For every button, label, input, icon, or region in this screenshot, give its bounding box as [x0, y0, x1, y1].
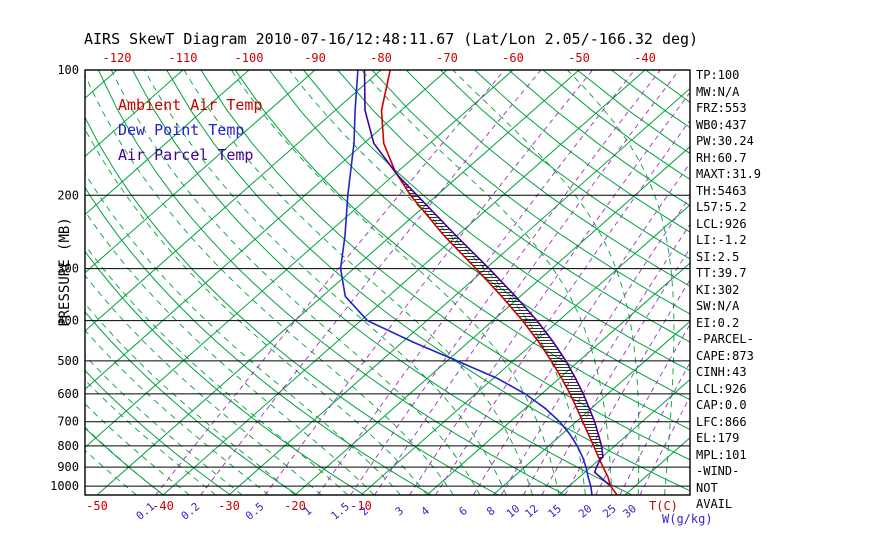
stat-line: CAP:0.0: [696, 398, 747, 412]
svg-text:10: 10: [504, 502, 523, 520]
svg-text:-50: -50: [86, 499, 108, 513]
stat-line: CINH:43: [696, 365, 747, 379]
svg-text:-100: -100: [235, 51, 264, 65]
svg-text:W(g/kg): W(g/kg): [662, 512, 713, 526]
svg-text:30: 30: [620, 502, 639, 520]
pressure-axis-ticks: 100 200 300 400 500 600 700 800 900 1000: [50, 63, 79, 493]
svg-text:900: 900: [57, 460, 79, 474]
svg-text:-30: -30: [218, 499, 240, 513]
stat-line: PW:30.24: [696, 134, 754, 148]
stat-line: FRZ:553: [696, 101, 747, 115]
svg-text:-40: -40: [152, 499, 174, 513]
svg-text:1: 1: [301, 504, 314, 518]
pressure-axis-label: PRESSURE (MB): [57, 217, 73, 327]
stat-line: TP:100: [696, 68, 740, 82]
stat-line: LI:-1.2: [696, 233, 747, 247]
stat-line: CAPE:873: [696, 348, 754, 363]
svg-text:15: 15: [546, 502, 565, 520]
svg-text:600: 600: [57, 387, 79, 401]
stat-line: KI:302: [696, 282, 740, 297]
svg-text:700: 700: [57, 415, 79, 429]
stat-line: EL:179: [696, 431, 740, 445]
bottom-axis-labels: -50 -40 -30 -20 -10 T(C): [86, 499, 678, 513]
dry-adiabats: [85, 70, 690, 495]
parcel-curve: [363, 70, 612, 487]
stat-line: LCL:926: [696, 216, 747, 231]
svg-text:200: 200: [57, 188, 79, 202]
stat-line: RH:60.7: [696, 150, 747, 165]
moist-adiabats: [85, 70, 675, 495]
stat-line: MPL:101: [696, 447, 747, 462]
stat-line: MAXT:31.9: [696, 167, 762, 181]
chart-border: [84, 69, 691, 496]
chart-title: AIRS SkewT Diagram 2010-07-16/12:48:11.6…: [84, 30, 699, 48]
svg-text:-20: -20: [284, 499, 306, 513]
stat-line: NOT: [696, 480, 718, 495]
svg-text:12: 12: [522, 502, 541, 520]
svg-text:20: 20: [576, 502, 595, 520]
svg-text:100: 100: [57, 63, 79, 77]
svg-text:-70: -70: [436, 51, 458, 65]
stat-line: SI:2.5: [696, 249, 740, 264]
svg-text:-50: -50: [568, 51, 590, 65]
stat-line: -PARCEL-: [696, 332, 754, 346]
svg-text:8: 8: [484, 504, 497, 518]
stats-panel: TP:100 MW:N/A FRZ:553 WB0:437 PW:30.24 RH:60.…: [696, 67, 868, 513]
stat-line: TH:5463: [696, 183, 747, 198]
dewpoint-curve: [339, 70, 593, 495]
svg-text:300: 300: [57, 262, 79, 276]
stat-line: -WIND-: [696, 464, 740, 478]
legend-ambient: Ambient Air Temp: [118, 96, 263, 114]
stat-line: TT:39.7: [696, 266, 747, 280]
stat-line: WB0:437: [696, 117, 747, 132]
svg-text:-110: -110: [169, 51, 198, 65]
svg-text:T(C): T(C): [649, 499, 678, 513]
svg-text:-80: -80: [370, 51, 392, 65]
svg-text:0.5: 0.5: [243, 500, 267, 523]
svg-text:500: 500: [57, 354, 79, 368]
stat-line: MW:N/A: [696, 84, 740, 99]
isotherms: [85, 70, 690, 495]
svg-text:-60: -60: [502, 51, 524, 65]
legend-dewpoint: Dew Point Temp: [118, 121, 245, 139]
svg-text:3: 3: [393, 504, 406, 518]
svg-text:400: 400: [57, 314, 79, 328]
svg-text:-10: -10: [350, 499, 372, 513]
stat-line: EI:0.2: [696, 315, 740, 330]
ambient-curve: [380, 70, 618, 495]
svg-text:6: 6: [456, 504, 469, 518]
stat-line: LCL:926: [696, 381, 747, 396]
svg-text:-40: -40: [634, 51, 656, 65]
svg-text:1.5: 1.5: [328, 500, 352, 523]
stat-line: SW:N/A: [696, 299, 740, 313]
svg-text:4: 4: [419, 504, 433, 518]
stat-line: L57:5.2: [696, 200, 747, 214]
stat-line: AVAIL: [696, 497, 733, 511]
svg-text:0.2: 0.2: [179, 500, 203, 523]
svg-text:800: 800: [57, 439, 79, 453]
svg-text:-120: -120: [103, 51, 132, 65]
svg-text:1000: 1000: [50, 479, 79, 493]
stat-line: LFC:866: [696, 414, 747, 429]
top-axis-labels: -120 -110 -100 -90 -80 -70 -60 -50 -40: [103, 51, 656, 65]
legend-parcel: Air Parcel Temp: [118, 146, 254, 164]
svg-text:25: 25: [600, 502, 619, 520]
svg-text:-90: -90: [304, 51, 326, 65]
